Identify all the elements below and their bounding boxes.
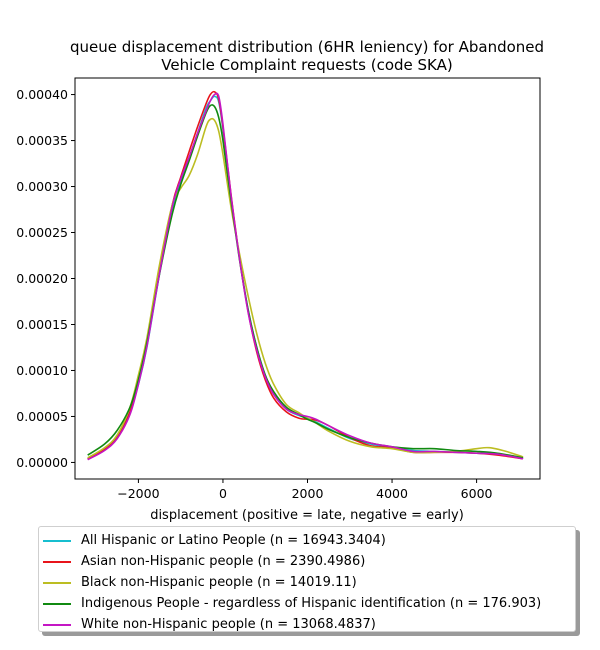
chart-title-line-1: queue displacement distribution (6HR len… bbox=[70, 38, 544, 56]
series-layer bbox=[87, 90, 524, 461]
x-tick-label: 4000 bbox=[376, 486, 408, 501]
y-tick-label: 0.00015 bbox=[16, 317, 68, 332]
legend-swatch bbox=[43, 581, 71, 584]
legend-swatch bbox=[43, 602, 71, 605]
y-tick-label: 0.00020 bbox=[16, 271, 68, 286]
y-axis: 0.00000 0.00005 0.00010 0.00015 0.00020 0.000… bbox=[16, 87, 75, 470]
legend-item: All Hispanic or Latino People (n = 16943… bbox=[43, 530, 575, 551]
y-tick-label: 0.00035 bbox=[16, 133, 68, 148]
legend-label: All Hispanic or Latino People (n = 16943… bbox=[81, 533, 386, 548]
legend-item: Black non-Hispanic people (n = 14019.11) bbox=[43, 572, 575, 593]
series-line-1 bbox=[87, 90, 524, 460]
x-tick-label: 2000 bbox=[292, 486, 324, 501]
x-axis: −2000 0 2000 4000 6000 bbox=[117, 479, 493, 501]
legend-swatch bbox=[43, 539, 71, 542]
y-tick-label: 0.00005 bbox=[16, 409, 68, 424]
y-tick-label: 0.00000 bbox=[16, 455, 68, 470]
x-tick-label: 0 bbox=[219, 486, 227, 501]
series-line-3 bbox=[87, 104, 524, 459]
legend-label: Asian non-Hispanic people (n = 2390.4986… bbox=[81, 554, 366, 569]
legend-label: Indigenous People - regardless of Hispan… bbox=[81, 596, 542, 611]
legend-label: White non-Hispanic people (n = 13068.483… bbox=[81, 617, 376, 632]
y-tick-label: 0.00040 bbox=[16, 87, 68, 102]
legend-label: Black non-Hispanic people (n = 14019.11) bbox=[81, 575, 357, 590]
x-tick-label: −2000 bbox=[117, 486, 159, 501]
legend-swatch bbox=[43, 560, 71, 563]
series-line-0 bbox=[87, 95, 524, 460]
series-line-4 bbox=[87, 92, 524, 461]
legend-swatch bbox=[43, 623, 71, 626]
y-tick-label: 0.00025 bbox=[16, 225, 68, 240]
x-tick-label: 6000 bbox=[461, 486, 493, 501]
y-tick-label: 0.00030 bbox=[16, 179, 68, 194]
legend-item: Asian non-Hispanic people (n = 2390.4986… bbox=[43, 551, 575, 572]
y-tick-label: 0.00010 bbox=[16, 363, 68, 378]
legend: All Hispanic or Latino People (n = 16943… bbox=[38, 526, 576, 632]
x-axis-label: displacement (positive = late, negative … bbox=[150, 508, 464, 523]
chart-title-line-2: Vehicle Complaint requests (code SKA) bbox=[161, 56, 452, 74]
series-line-2 bbox=[87, 117, 524, 459]
legend-item: White non-Hispanic people (n = 13068.483… bbox=[43, 614, 575, 635]
legend-item: Indigenous People - regardless of Hispan… bbox=[43, 593, 575, 614]
